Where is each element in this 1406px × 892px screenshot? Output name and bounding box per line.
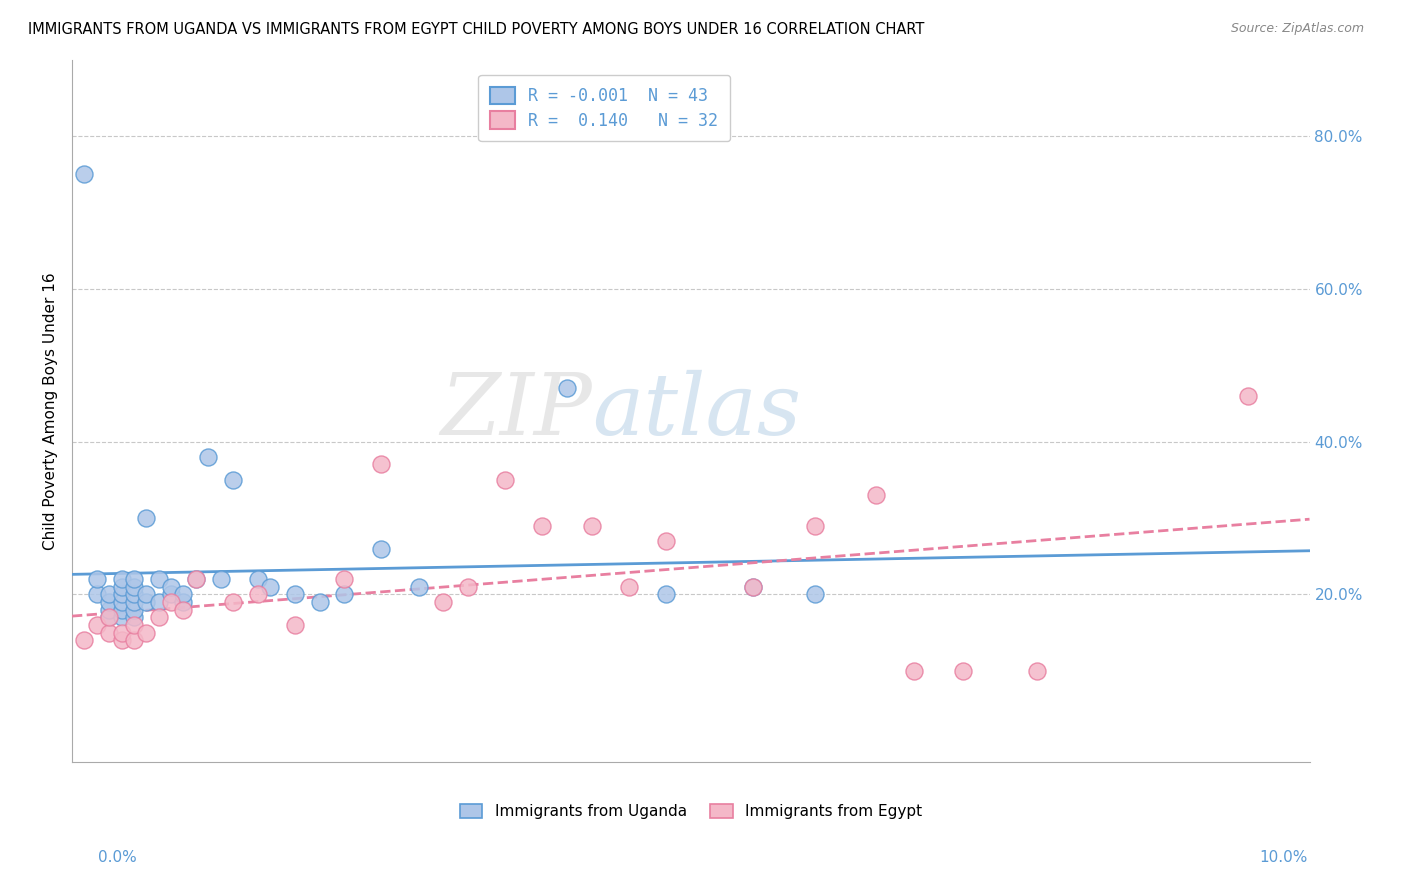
Point bbox=[98, 602, 121, 616]
Point bbox=[122, 618, 145, 632]
Point bbox=[308, 595, 330, 609]
Y-axis label: Child Poverty Among Boys Under 16: Child Poverty Among Boys Under 16 bbox=[44, 272, 58, 549]
Text: Source: ZipAtlas.com: Source: ZipAtlas.com bbox=[1230, 22, 1364, 36]
Point bbox=[531, 518, 554, 533]
Point bbox=[284, 587, 307, 601]
Point bbox=[246, 572, 269, 586]
Point bbox=[197, 450, 219, 464]
Point bbox=[110, 587, 132, 601]
Point bbox=[408, 580, 430, 594]
Text: 0.0%: 0.0% bbox=[98, 850, 138, 865]
Point bbox=[865, 488, 887, 502]
Text: IMMIGRANTS FROM UGANDA VS IMMIGRANTS FROM EGYPT CHILD POVERTY AMONG BOYS UNDER 1: IMMIGRANTS FROM UGANDA VS IMMIGRANTS FRO… bbox=[28, 22, 925, 37]
Point bbox=[432, 595, 454, 609]
Point bbox=[1236, 389, 1258, 403]
Point bbox=[73, 167, 96, 181]
Point bbox=[110, 610, 132, 624]
Point bbox=[122, 610, 145, 624]
Point bbox=[209, 572, 232, 586]
Point bbox=[122, 633, 145, 648]
Point bbox=[581, 518, 603, 533]
Point bbox=[803, 518, 825, 533]
Point bbox=[655, 533, 678, 548]
Point bbox=[122, 587, 145, 601]
Point bbox=[370, 541, 392, 556]
Legend: Immigrants from Uganda, Immigrants from Egypt: Immigrants from Uganda, Immigrants from … bbox=[453, 797, 928, 825]
Point bbox=[172, 602, 194, 616]
Point bbox=[903, 664, 925, 678]
Point bbox=[135, 595, 157, 609]
Point bbox=[86, 618, 108, 632]
Point bbox=[148, 572, 170, 586]
Point bbox=[98, 625, 121, 640]
Text: atlas: atlas bbox=[592, 369, 801, 452]
Point bbox=[73, 633, 96, 648]
Point bbox=[148, 610, 170, 624]
Point bbox=[122, 580, 145, 594]
Point bbox=[86, 587, 108, 601]
Point bbox=[110, 602, 132, 616]
Point bbox=[110, 580, 132, 594]
Point bbox=[98, 610, 121, 624]
Point bbox=[160, 595, 183, 609]
Point bbox=[370, 458, 392, 472]
Point bbox=[110, 633, 132, 648]
Point bbox=[122, 595, 145, 609]
Point bbox=[617, 580, 640, 594]
Point bbox=[494, 473, 516, 487]
Point bbox=[655, 587, 678, 601]
Point bbox=[135, 511, 157, 525]
Point bbox=[246, 587, 269, 601]
Point bbox=[98, 595, 121, 609]
Point bbox=[148, 595, 170, 609]
Text: ZIP: ZIP bbox=[440, 369, 592, 452]
Point bbox=[160, 580, 183, 594]
Point bbox=[333, 572, 356, 586]
Point bbox=[741, 580, 763, 594]
Point bbox=[160, 587, 183, 601]
Point bbox=[122, 602, 145, 616]
Point bbox=[98, 587, 121, 601]
Point bbox=[135, 625, 157, 640]
Point bbox=[803, 587, 825, 601]
Point bbox=[135, 587, 157, 601]
Point bbox=[259, 580, 281, 594]
Point bbox=[172, 587, 194, 601]
Point bbox=[222, 595, 245, 609]
Point bbox=[110, 572, 132, 586]
Point bbox=[333, 587, 356, 601]
Point bbox=[86, 572, 108, 586]
Point bbox=[98, 610, 121, 624]
Point bbox=[222, 473, 245, 487]
Point bbox=[284, 618, 307, 632]
Point bbox=[110, 625, 132, 640]
Point bbox=[110, 595, 132, 609]
Point bbox=[172, 595, 194, 609]
Point bbox=[184, 572, 207, 586]
Point bbox=[457, 580, 479, 594]
Text: 10.0%: 10.0% bbox=[1260, 850, 1308, 865]
Point bbox=[952, 664, 974, 678]
Point bbox=[184, 572, 207, 586]
Point bbox=[741, 580, 763, 594]
Point bbox=[555, 381, 578, 395]
Point bbox=[122, 572, 145, 586]
Point bbox=[1026, 664, 1049, 678]
